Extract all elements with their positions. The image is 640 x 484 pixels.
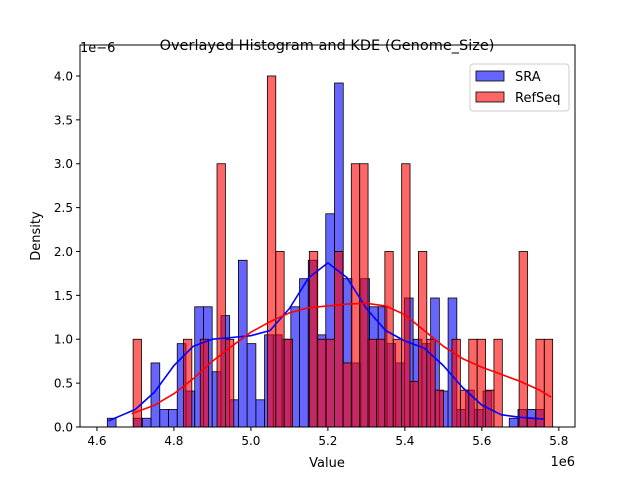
histogram-bar <box>418 251 428 428</box>
histogram-bars <box>106 75 554 428</box>
histogram-bar <box>459 389 470 428</box>
histogram-bar <box>342 362 352 428</box>
legend: SRA RefSeq <box>469 63 570 112</box>
y-tick-label: 1.5 <box>54 289 73 303</box>
histogram-bar <box>543 338 554 428</box>
histogram-bar <box>392 338 403 428</box>
histogram-bar <box>401 163 411 428</box>
legend-label-sra: SRA <box>515 70 541 85</box>
histogram-bar <box>508 417 519 428</box>
y-tick-label: 2.5 <box>54 201 73 215</box>
histogram-bar <box>476 338 486 428</box>
y-tick-label: 0.0 <box>54 421 73 435</box>
legend-swatch-sra <box>475 70 505 82</box>
histogram-bar <box>367 338 377 428</box>
y-tick-label: 0.5 <box>54 377 73 391</box>
y-tick-label: 3.0 <box>54 157 73 171</box>
x-offset-label: 1e6 <box>550 455 575 470</box>
histogram-bar <box>216 163 226 428</box>
histogram-bar <box>376 338 386 428</box>
histogram-bar <box>409 380 419 428</box>
kde-line-refseq <box>131 302 552 415</box>
histogram-bar <box>266 75 277 428</box>
x-axis-ticks: 4.6 4.8 5.0 5.2 5.4 5.6 5.8 <box>87 427 568 448</box>
histogram-bar <box>283 338 293 428</box>
y-tick-label: 3.5 <box>54 113 73 127</box>
histogram-bar <box>159 409 169 428</box>
kde-curves <box>108 262 552 422</box>
histogram-bar <box>317 338 327 428</box>
y-offset-label: 1e−6 <box>80 41 115 56</box>
histogram-bar <box>237 259 248 428</box>
y-axis-label: Density <box>29 211 44 261</box>
histogram-bar <box>225 338 235 428</box>
histogram-bar <box>141 417 152 428</box>
x-tick-label: 4.8 <box>164 434 183 448</box>
kde-line-sra <box>108 262 544 422</box>
x-tick-label: 5.2 <box>318 434 337 448</box>
x-tick-label: 5.6 <box>472 434 491 448</box>
histogram-bar <box>246 343 257 428</box>
chart-title: Overlayed Histogram and KDE (Genome_Size… <box>160 38 495 54</box>
histogram-bar <box>518 251 528 428</box>
histogram-bar <box>434 389 444 428</box>
histogram-bar <box>384 251 394 428</box>
histogram-bar <box>168 409 178 428</box>
x-tick-label: 5.0 <box>241 434 260 448</box>
histogram-bar <box>132 338 142 428</box>
y-tick-label: 1.0 <box>54 333 73 347</box>
histogram-bar <box>255 399 266 428</box>
histogram-bar <box>468 338 478 428</box>
x-axis-label: Value <box>309 456 345 471</box>
y-axis-ticks: 0.0 0.5 1.0 1.5 2.0 2.5 3.0 3.5 4.0 <box>54 69 80 435</box>
histogram-bar <box>199 338 210 428</box>
x-tick-label: 5.4 <box>395 434 414 448</box>
legend-swatch-refseq <box>475 91 505 103</box>
histogram-bar <box>527 417 537 428</box>
histogram-bar <box>334 251 344 428</box>
histogram-bar <box>275 251 285 428</box>
histogram-bar <box>359 163 369 428</box>
y-tick-label: 2.0 <box>54 245 73 259</box>
histogram-bar <box>325 338 335 428</box>
x-tick-label: 4.6 <box>87 434 106 448</box>
histogram-bar <box>299 278 309 428</box>
histogram-bar <box>535 338 545 428</box>
histogram-bar <box>308 251 319 428</box>
y-tick-label: 4.0 <box>54 69 73 83</box>
legend-label-refseq: RefSeq <box>515 91 561 106</box>
x-tick-label: 5.8 <box>549 434 568 448</box>
